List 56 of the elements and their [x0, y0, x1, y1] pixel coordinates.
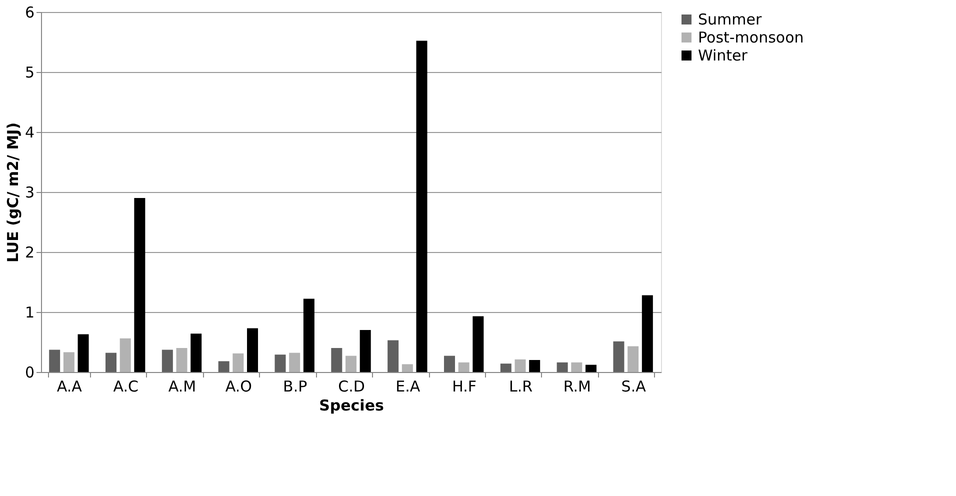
bar: [500, 364, 512, 372]
x-tick-label: H.F: [452, 378, 477, 396]
bar: [134, 198, 146, 372]
x-tick-label: A.A: [56, 378, 83, 396]
x-tick-label: B.P: [283, 378, 308, 396]
legend-label: Post-monsoon: [698, 28, 804, 46]
bar: [346, 356, 356, 372]
bar: [78, 334, 89, 372]
y-tick-label: 1: [24, 304, 34, 322]
x-tick-label: A.M: [168, 378, 196, 396]
bar: [190, 334, 202, 372]
bar: [360, 330, 371, 372]
legend-label: Summer: [698, 10, 762, 28]
legend-label: Winter: [698, 46, 748, 64]
bar: [289, 352, 300, 372]
bar: [472, 316, 484, 372]
bar: [63, 352, 74, 372]
bar: [628, 346, 639, 372]
y-tick-label: 3: [24, 184, 34, 202]
bar: [586, 364, 596, 372]
x-tick-label: A.O: [225, 378, 252, 396]
bar: [176, 348, 188, 372]
y-tick-label: 0: [24, 364, 34, 382]
bar: [416, 40, 428, 372]
bar: [556, 362, 568, 372]
y-tick-label: 5: [24, 64, 34, 82]
bar: [218, 361, 230, 372]
bar: [162, 350, 173, 372]
bar: [402, 364, 413, 372]
x-tick-label: L.R: [508, 378, 533, 396]
bar: [642, 295, 653, 372]
bar: [232, 353, 244, 372]
x-axis-title: Species: [319, 396, 384, 414]
y-tick-label: 4: [24, 124, 34, 142]
bar: [388, 340, 399, 372]
bar: [120, 338, 131, 372]
bar: [458, 362, 470, 372]
bar: [106, 352, 116, 372]
bar: [49, 350, 60, 372]
bar: [274, 354, 286, 372]
y-tick-label: 2: [24, 244, 34, 262]
x-tick-label: E.A: [396, 378, 421, 396]
bar: [247, 328, 258, 372]
bar: [529, 360, 540, 372]
x-tick-label: S.A: [621, 378, 647, 396]
bar: [613, 341, 624, 372]
y-axis-title: LUE (gC/ m2/ MJ): [4, 122, 22, 263]
x-tick-label: A.C: [113, 378, 138, 396]
bar: [444, 356, 455, 372]
bar: [514, 359, 526, 372]
bar: [571, 362, 582, 372]
y-tick-label: 6: [24, 4, 34, 22]
bar: [331, 348, 342, 372]
bar: [303, 298, 314, 372]
x-tick-label: R.M: [563, 378, 591, 396]
x-tick-label: C.D: [338, 378, 365, 396]
